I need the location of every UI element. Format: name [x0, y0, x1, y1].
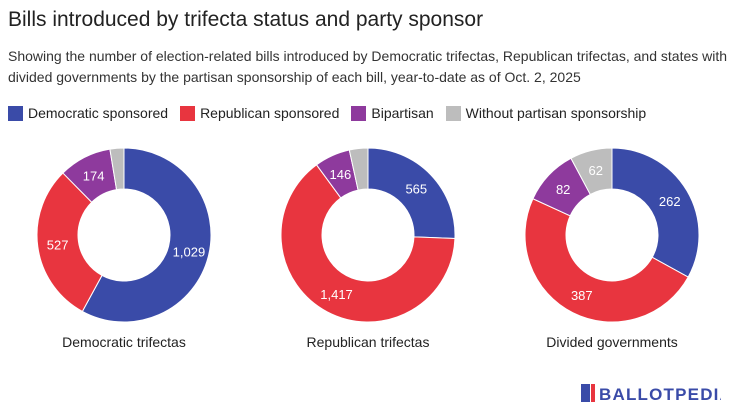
legend-item-1: Republican sponsored [180, 105, 339, 121]
slice-value-label: 62 [588, 163, 602, 178]
donut-slice-republican-sponsored [280, 164, 456, 323]
slice-value-label: 262 [659, 194, 681, 209]
donut-chart-1: 565 1,417 146 Republican trifectas [280, 147, 456, 350]
slice-value-label: 82 [556, 182, 570, 197]
slice-value-label: 174 [83, 168, 105, 183]
donut-chart-2: 262 387 82 62 Divided governments [524, 147, 700, 350]
slice-value-label: 387 [571, 288, 593, 303]
chart-caption: Divided governments [546, 334, 678, 350]
legend: Democratic sponsored Republican sponsored… [8, 103, 658, 123]
chart-caption: Republican trifectas [307, 334, 430, 350]
legend-item-0: Democratic sponsored [8, 105, 168, 121]
donut-chart-0: 1,029 527 174 Democratic trifectas [36, 147, 212, 350]
legend-label: Without partisan sponsorship [465, 105, 647, 121]
donut-slice-without-partisan-sponsorship [570, 147, 613, 196]
slice-value-label: 1,029 [173, 245, 206, 260]
legend-swatch [8, 105, 23, 121]
donut-slice-republican-sponsored [524, 198, 689, 323]
legend-swatch [351, 105, 367, 121]
legend-item-3: Without partisan sponsorship [445, 105, 647, 121]
legend-swatch [445, 105, 461, 121]
chart-subtitle: Showing the number of election-related b… [8, 48, 728, 85]
legend-label: Democratic sponsored [28, 105, 169, 121]
chart-title: Bills introduced by trifecta status and … [8, 8, 484, 31]
legend-label: Bipartisan [371, 105, 434, 121]
donut-slice-democratic-sponsored [367, 147, 456, 239]
slice-value-label: 1,417 [320, 287, 353, 302]
logo-mark-accent [591, 384, 595, 402]
logo-mark [581, 384, 590, 402]
donut-slice-without-partisan-sponsorship [348, 147, 369, 191]
slice-value-label: 527 [47, 237, 69, 252]
slice-value-label: 565 [405, 182, 427, 197]
logo-text: BALLOTPEDIA [599, 385, 721, 404]
donut-slice-democratic-sponsored [81, 147, 212, 323]
donut-slice-democratic-sponsored [611, 147, 700, 278]
donut-slice-republican-sponsored [36, 172, 103, 313]
legend-item-2: Bipartisan [351, 105, 434, 121]
ballotpedia-logo: BALLOTPEDIA [581, 384, 721, 404]
donut-slice-without-partisan-sponsorship [109, 147, 125, 191]
legend-swatch [180, 105, 196, 121]
slice-value-label: 146 [330, 167, 352, 182]
chart-caption: Democratic trifectas [62, 334, 186, 350]
legend-label: Republican sponsored [200, 105, 340, 121]
